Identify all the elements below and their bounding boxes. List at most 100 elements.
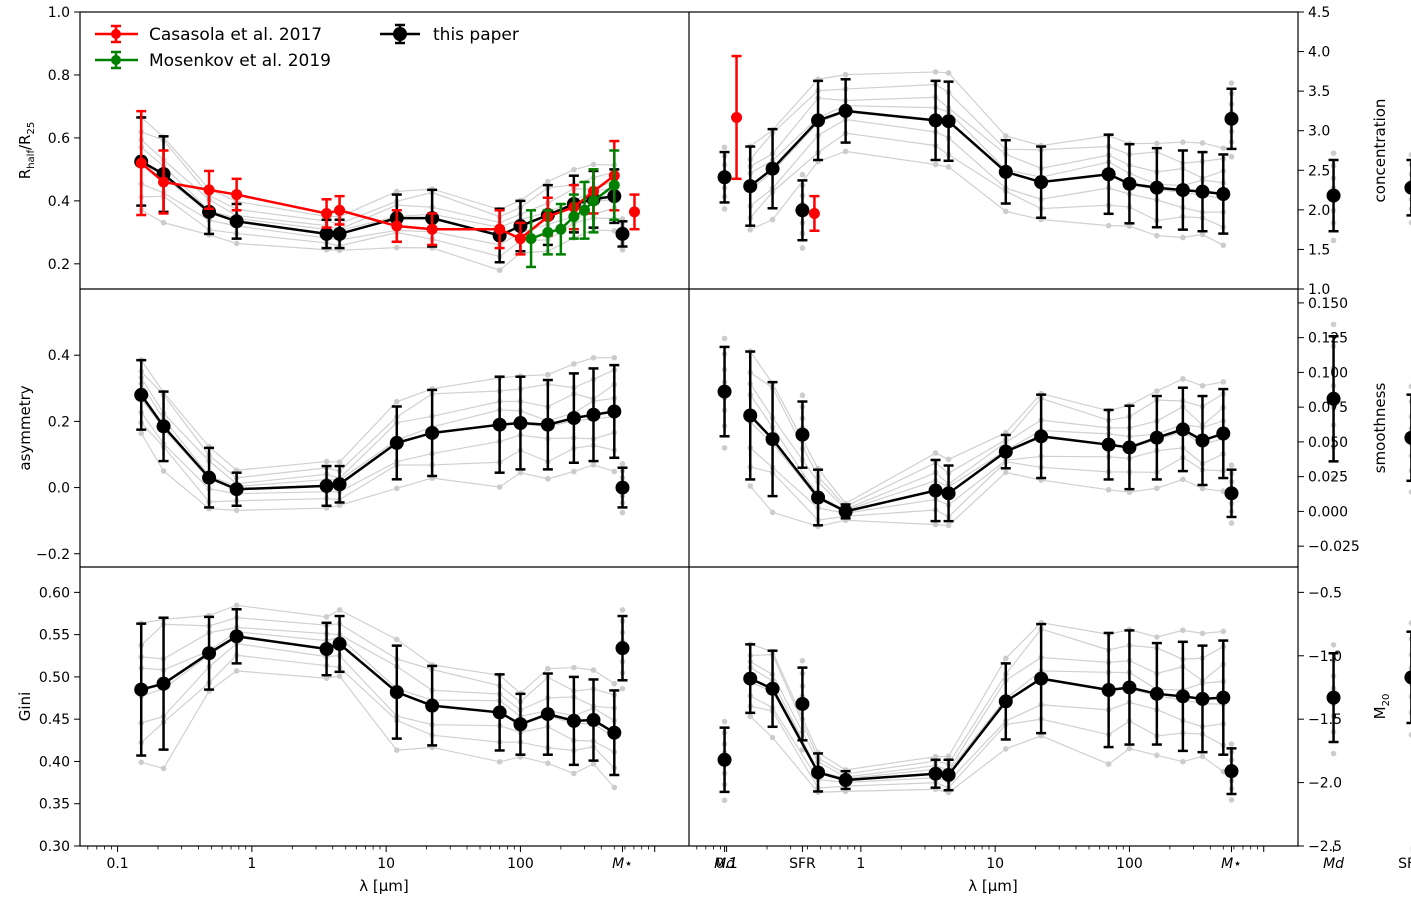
- x-tick-label: 1: [856, 856, 865, 872]
- galaxy-point: [571, 468, 577, 475]
- x-tick-label: 0.1: [106, 856, 128, 872]
- galaxy-point: [571, 361, 577, 367]
- data-point: [389, 435, 404, 450]
- data-point-mstar: [1224, 111, 1239, 126]
- galaxy-point: [619, 509, 626, 516]
- galaxy-track: [140, 377, 615, 485]
- y-tick-label: 0.0: [48, 481, 70, 497]
- galaxy-point: [1105, 486, 1112, 493]
- galaxy-track: [140, 654, 615, 769]
- legend-label-this-paper: this paper: [433, 25, 519, 45]
- galaxy-point: [1002, 746, 1009, 752]
- galaxy-point: [611, 227, 618, 234]
- y-tick-label: 1.5: [1308, 242, 1330, 258]
- data-point: [765, 681, 780, 696]
- data-point: [1034, 429, 1049, 444]
- galaxy-point: [932, 450, 939, 456]
- galaxy-point: [721, 445, 728, 451]
- galaxy-point: [747, 226, 754, 233]
- data-point: [811, 765, 826, 780]
- data-point-sfr: [795, 427, 810, 442]
- galaxy-point: [799, 245, 806, 251]
- galaxy-point: [545, 760, 551, 767]
- galaxy-point: [747, 713, 754, 720]
- galaxy-track: [750, 628, 1224, 775]
- data-point: [1216, 187, 1231, 202]
- y-axis-label: Gini: [16, 692, 34, 721]
- category-tick-label: Md: [714, 856, 735, 872]
- galaxy-point: [590, 667, 597, 673]
- galaxy-track: [141, 195, 615, 258]
- data-point: [319, 642, 334, 657]
- galaxy-point: [517, 469, 524, 476]
- galaxy-point: [590, 161, 597, 168]
- subscript: 25: [26, 122, 37, 135]
- data-point: [389, 685, 404, 700]
- data-point: [1122, 176, 1137, 191]
- x-tick-label: 10: [377, 856, 395, 872]
- data-point: [391, 220, 403, 232]
- galaxy-point: [1199, 382, 1206, 389]
- data-point: [765, 432, 780, 447]
- galaxy-point: [619, 685, 626, 692]
- legend-entry-this-paper: this paper: [380, 23, 519, 45]
- data-point: [203, 184, 215, 196]
- galaxy-point: [1002, 133, 1009, 139]
- galaxy-point: [1330, 237, 1337, 244]
- data-point: [229, 482, 244, 497]
- galaxy-point: [571, 166, 577, 173]
- y-tick-label: 2.5: [1308, 163, 1330, 179]
- galaxy-track: [749, 71, 1224, 149]
- galaxy-point: [1330, 750, 1337, 757]
- galaxy-point: [1408, 219, 1411, 226]
- galaxy-point: [747, 483, 754, 489]
- galaxy-point: [1228, 153, 1235, 160]
- galaxy-point: [1002, 469, 1009, 476]
- data-point: [743, 408, 758, 423]
- galaxy-point: [323, 675, 330, 682]
- data-point: [1101, 437, 1116, 452]
- y-axis-label: asymmetry: [16, 385, 34, 470]
- data-point: [1122, 440, 1137, 455]
- galaxy-track: [749, 118, 1224, 213]
- galaxy-track: [141, 642, 615, 753]
- galaxy-point: [1228, 80, 1235, 86]
- y-tick-label: −2.0: [1308, 776, 1342, 792]
- galaxy-track: [750, 705, 1224, 789]
- galaxy-point: [1180, 627, 1186, 634]
- galaxy-point: [945, 70, 952, 76]
- data-point: [838, 103, 853, 118]
- data-point: [1216, 426, 1231, 441]
- galaxy-point: [545, 371, 551, 378]
- data-point: [540, 707, 555, 722]
- data-point-mstar: [1224, 764, 1239, 779]
- data-point-mstar: [615, 480, 630, 495]
- galaxy-point: [721, 206, 728, 212]
- data-point: [941, 767, 956, 782]
- galaxy-point: [1330, 642, 1337, 648]
- galaxy-point: [619, 246, 626, 253]
- galaxy-track: [140, 369, 615, 479]
- data-point: [156, 419, 171, 434]
- data-point: [998, 444, 1013, 459]
- data-point: [425, 425, 440, 440]
- galaxy-track: [749, 695, 1224, 784]
- data-point-sfr: [795, 203, 810, 218]
- data-point: [494, 223, 506, 235]
- galaxy-point: [1330, 474, 1337, 481]
- y-tick-label: −2.5: [1308, 839, 1342, 855]
- galaxy-point: [799, 657, 806, 664]
- galaxy-track: [140, 357, 615, 471]
- y-axis-label: M20: [1371, 694, 1392, 720]
- data-point: [1149, 686, 1164, 701]
- galaxy-point: [721, 335, 728, 342]
- galaxy-point: [496, 759, 503, 765]
- galaxy-point: [1126, 223, 1133, 229]
- galaxy-track: [140, 139, 615, 230]
- galaxy-point: [496, 267, 503, 274]
- galaxy-point: [336, 459, 343, 465]
- data-point: [332, 226, 347, 241]
- galaxy-track: [749, 372, 1224, 508]
- data-point: [1175, 183, 1190, 198]
- galaxy-point: [769, 216, 776, 223]
